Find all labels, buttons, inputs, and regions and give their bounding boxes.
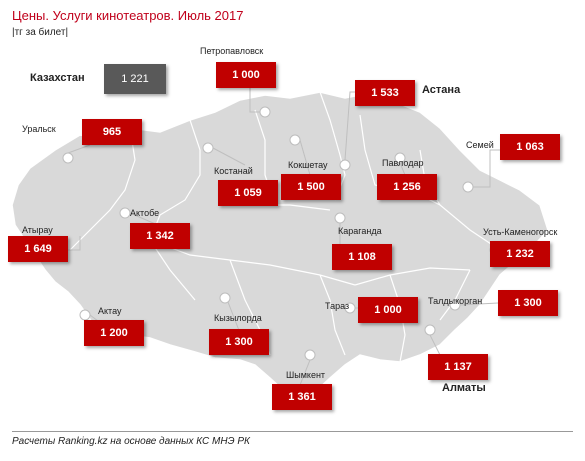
city-dot-karaganda: [334, 212, 346, 224]
city-name-petropavlovsk: Петропавловск: [200, 46, 264, 56]
city-value-aktau: 1 200: [84, 320, 144, 346]
city-name-uralsk: Уральск: [22, 124, 56, 134]
city-dot-uralsk: [62, 152, 74, 164]
country-value: 1 221: [104, 64, 166, 94]
city-dot-aktau: [79, 309, 91, 321]
footer-divider: [12, 431, 573, 432]
city-value-petropavlovsk: 1 000: [216, 62, 276, 88]
city-value-astana: 1 533: [355, 80, 415, 106]
city-name-astana: Астана: [422, 84, 461, 96]
city-dot-aktobe: [119, 207, 131, 219]
leader-lines: [45, 80, 501, 386]
city-value-kokshetau: 1 500: [281, 174, 341, 200]
city-name-aktau: Актау: [98, 306, 122, 316]
city-dot-kyzylorda: [219, 292, 231, 304]
city-value-karaganda: 1 108: [332, 244, 392, 270]
city-value-shymkent: 1 361: [272, 384, 332, 410]
city-value-uralsk: 965: [82, 119, 142, 145]
city-value-almaty: 1 137: [428, 354, 488, 380]
city-name-almaty: Алматы: [442, 382, 486, 394]
city-name-ust-kamenogorsk: Усть-Каменогорск: [483, 227, 558, 237]
city-name-taldykorgan: Талдыкорган: [428, 296, 483, 306]
city-value-kyzylorda: 1 300: [209, 329, 269, 355]
city-name-karaganda: Караганда: [338, 226, 382, 236]
city-name-atyrau: Атырау: [22, 225, 53, 235]
city-name-pavlodar: Павлодар: [382, 158, 424, 168]
city-dot-petropavlovsk: [259, 106, 271, 118]
chart-subtitle: |тг за билет|: [12, 27, 69, 38]
city-dot-kokshetau: [289, 134, 301, 146]
city-dot-shymkent: [304, 349, 316, 361]
city-name-semey: Семей: [466, 140, 494, 150]
city-value-kostanay: 1 059: [218, 180, 278, 206]
city-value-semey: 1 063: [500, 134, 560, 160]
city-dots: [34, 106, 501, 361]
city-name-kokshetau: Кокшетау: [288, 160, 328, 170]
city-name-kostanay: Костанай: [214, 166, 253, 176]
city-value-taldykorgan: 1 300: [498, 290, 558, 316]
city-name-taraz: Тараз: [325, 301, 350, 311]
country-label: Казахстан: [30, 72, 85, 84]
caspian-sea: [12, 270, 60, 325]
city-name-shymkent: Шымкент: [286, 370, 326, 380]
city-name-kyzylorda: Кызылорда: [214, 313, 262, 323]
city-dot-almaty: [424, 324, 436, 336]
city-value-taraz: 1 000: [358, 297, 418, 323]
country-shape: [11, 91, 549, 401]
city-value-ust-kamenogorsk: 1 232: [490, 241, 550, 267]
source-note: Расчеты Ranking.kz на основе данных КС М…: [12, 436, 250, 447]
city-name-aktobe: Актобе: [130, 208, 160, 218]
city-dot-semey: [462, 181, 474, 193]
chart-title: Цены. Услуги кинотеатров. Июль 2017: [12, 8, 244, 23]
city-dot-kostanay: [202, 142, 214, 154]
city-value-aktobe: 1 342: [130, 223, 190, 249]
city-dot-astana: [339, 159, 351, 171]
city-value-atyrau: 1 649: [8, 236, 68, 262]
city-value-pavlodar: 1 256: [377, 174, 437, 200]
